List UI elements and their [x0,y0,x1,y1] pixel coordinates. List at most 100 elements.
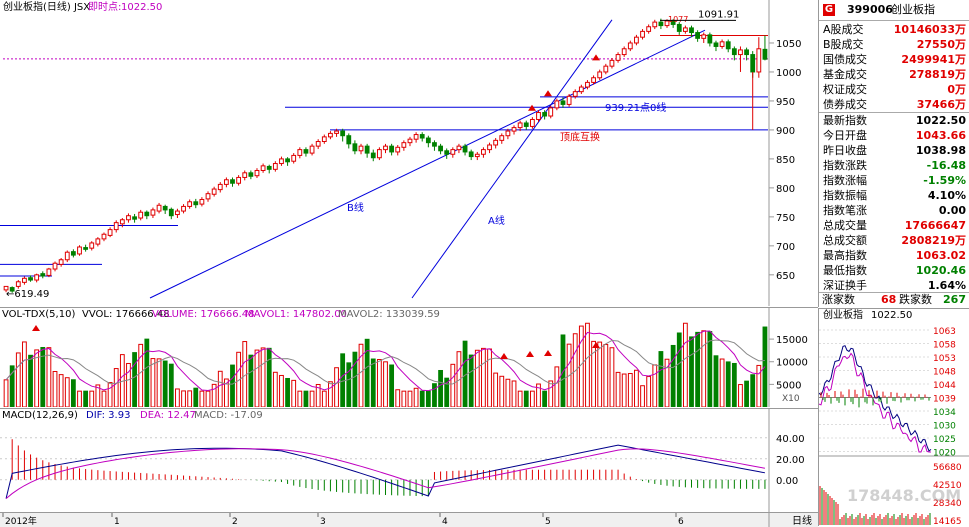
candle-body[interactable] [560,100,566,105]
volume-bar[interactable] [432,383,437,407]
volume-bar[interactable] [481,347,486,407]
candle-body[interactable] [236,176,242,184]
volume-bar[interactable] [370,358,376,407]
candle-body[interactable] [682,27,688,32]
candle-body[interactable] [621,48,627,56]
candle-body[interactable] [542,112,548,117]
candle-body[interactable] [572,91,578,97]
volume-bar[interactable] [542,390,548,407]
volume-bar[interactable] [168,363,174,407]
volume-bar[interactable] [309,390,315,407]
volume-chart-svg[interactable]: 15000 10000 5000 [0,307,818,407]
macd-chart-svg[interactable]: 40.00 20.00 0.00 [0,408,818,512]
volume-bar[interactable] [695,331,701,407]
candle-body[interactable] [689,27,694,34]
volume-bar[interactable] [585,322,590,407]
candle-body[interactable] [731,48,737,56]
volume-bar[interactable] [126,362,131,407]
candle-body[interactable] [432,142,437,147]
candle-body[interactable] [83,247,89,250]
candle-body[interactable] [646,26,652,32]
volume-bar[interactable] [193,387,199,407]
candle-body[interactable] [578,86,584,93]
volume-bar[interactable] [144,338,150,407]
volume-bar[interactable] [517,390,523,407]
volume-bar[interactable] [389,364,395,407]
volume-bar[interactable] [285,377,290,407]
volume-bar[interactable] [352,351,358,407]
candle-body[interactable] [315,141,321,147]
volume-bar[interactable] [211,383,217,407]
volume-bar[interactable] [236,351,242,407]
volume-bar[interactable] [107,382,113,407]
volume-bar[interactable] [9,365,15,407]
volume-bar[interactable] [321,390,327,407]
candle-body[interactable] [640,30,645,38]
candle-body[interactable] [34,274,40,281]
candle-body[interactable] [597,71,603,79]
candle-body[interactable] [230,179,235,184]
volume-bar[interactable] [364,338,370,407]
candle-body[interactable] [95,238,101,245]
volume-bar[interactable] [603,344,609,407]
volume-bar[interactable] [150,358,156,407]
volume-bar[interactable] [346,362,352,407]
candle-body[interactable] [401,142,407,148]
candle-body[interactable] [279,158,284,165]
candle-body[interactable] [211,188,217,195]
volume-bar[interactable] [597,341,603,407]
volume-bar[interactable] [615,371,621,407]
candle-body[interactable] [505,130,511,137]
macd-panel[interactable]: 40.00 20.00 0.00 MACD(12,26,9) DIF: 3.93 D… [0,408,818,512]
volume-panel[interactable]: 15000 10000 5000 VOL-TDX(5,10) VVOL: 17666… [0,307,818,407]
volume-bar[interactable] [22,341,27,407]
candle-body[interactable] [517,122,523,129]
candle-body[interactable] [450,149,456,155]
candle-body[interactable] [554,100,560,109]
mini-intraday-svg[interactable]: 1063 1058 1053 1048 1044 1039 1034 1030 1025 1020… [819,308,969,526]
volume-bar[interactable] [303,390,309,407]
candle-body[interactable] [566,95,572,105]
volume-bar[interactable] [640,385,645,407]
candle-body[interactable] [28,277,33,281]
volume-bar[interactable] [89,390,95,407]
candle-body[interactable] [370,152,376,159]
volume-bar[interactable] [523,390,529,407]
candle-body[interactable] [438,145,443,152]
candle-body[interactable] [9,287,15,292]
candle-body[interactable] [328,132,333,138]
volume-bar[interactable] [77,390,82,407]
candle-body[interactable] [750,54,756,73]
volume-bar[interactable] [132,352,137,407]
candle-body[interactable] [536,112,541,120]
candle-body[interactable] [511,127,517,132]
candle-body[interactable] [175,210,180,216]
volume-bar[interactable] [511,380,517,407]
candle-body[interactable] [725,41,731,50]
volume-bar[interactable] [664,358,670,407]
volume-bar[interactable] [156,358,162,407]
price-chart-panel[interactable]: 1050 1000 950 900 850 800 750 700 650 ←619.49 1091… [0,0,818,306]
candle-body[interactable] [407,138,413,144]
volume-bar[interactable] [719,358,725,407]
candle-body[interactable] [321,136,327,143]
candle-body[interactable] [144,211,150,217]
volume-bar[interactable] [474,349,480,407]
volume-bar[interactable] [101,390,107,407]
volume-bar[interactable] [658,351,664,407]
volume-bar[interactable] [646,376,652,407]
candle-body[interactable] [585,81,590,88]
volume-bar[interactable] [756,364,762,407]
candle-body[interactable] [609,59,615,67]
candle-body[interactable] [738,49,743,56]
volume-bar[interactable] [376,359,382,407]
volume-bar[interactable] [28,354,33,407]
candle-body[interactable] [487,144,492,151]
candle-body[interactable] [15,281,21,287]
candle-body[interactable] [58,259,64,265]
volume-bar[interactable] [609,347,615,407]
volume-bar[interactable] [70,379,76,407]
volume-bar[interactable] [505,378,511,407]
candle-body[interactable] [193,201,199,206]
candle-body[interactable] [603,65,609,73]
